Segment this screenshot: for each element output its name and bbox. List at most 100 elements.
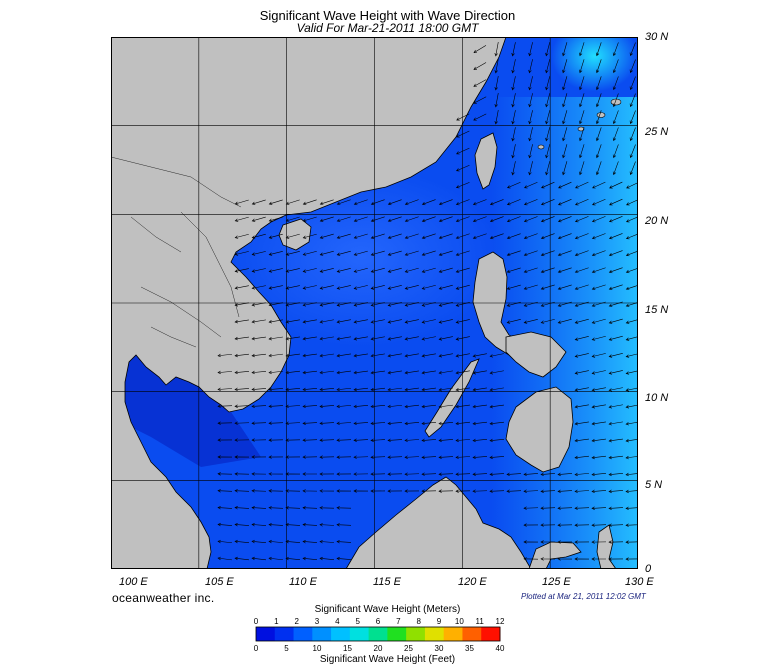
wave-arrow [234,438,250,442]
land-mainland-asia [111,37,507,569]
wave-arrow [336,319,351,324]
wave-arrow [370,387,385,392]
wave-arrow [302,268,317,273]
wave-arrow [217,489,233,493]
wave-arrow [268,268,283,273]
wave-arrow [562,161,568,176]
wave-arrow [268,522,284,527]
wave-arrow [608,318,623,324]
wave-arrow [608,335,623,341]
wave-arrow [421,250,436,256]
ocean-gulf-thailand-dark [111,337,261,467]
wave-arrow [528,127,533,142]
wave-arrow [438,489,454,493]
legend-meter-tick: 3 [315,617,320,626]
wave-arrow [608,387,623,392]
wave-arrow [612,127,619,142]
wave-arrow [319,387,334,392]
wave-arrow [387,421,402,426]
wave-arrow [251,489,267,493]
wave-arrow [472,387,487,392]
wave-arrow [523,489,539,493]
wave-arrow [370,370,385,375]
wave-arrow [473,113,487,121]
wave-arrow [540,216,555,223]
wave-arrow [595,76,602,91]
wave-arrow [545,42,551,57]
wave-arrow [319,268,334,273]
wave-arrow [506,181,521,189]
wave-arrow [608,455,623,460]
legend-feet-tick: 0 [254,644,259,653]
wave-arrow [608,404,623,409]
wave-arrow [336,216,351,222]
wave-arrow [540,267,555,274]
wave-arrow [234,199,249,205]
wave-arrow [302,455,318,459]
wave-arrow [268,438,284,442]
land-palawan [424,358,480,438]
wave-arrow [319,404,335,409]
lat-label-25n: 25 N [645,126,669,138]
wave-arrow [609,181,623,189]
wave-arrow [336,506,352,510]
wave-arrow [612,59,619,74]
wave-arrow [540,523,556,527]
wave-arrow [455,387,470,392]
wave-arrow [319,556,334,561]
wave-arrow [574,404,589,409]
wave-arrow [591,318,606,324]
wave-arrow [217,472,233,476]
wave-arrow [302,472,318,476]
wave-arrow [629,144,636,159]
wave-arrow [455,404,470,409]
wave-arrow [574,489,590,494]
wave-arrow [455,216,470,223]
wave-arrow [336,285,351,290]
wave-arrow [629,93,636,108]
wave-arrow [336,370,351,375]
wave-arrow [387,370,402,375]
wave-arrow [353,455,369,459]
wave-arrow [251,251,266,256]
wave-arrow [251,199,266,205]
wave-arrow [595,93,602,108]
wave-arrow [336,421,352,426]
wave-arrow [523,472,539,477]
legend-meter-tick: 12 [496,617,505,626]
wave-arrow [506,489,522,493]
wave-arrow [489,216,504,223]
wave-arrow [528,59,533,74]
wave-arrow [438,336,453,341]
wave-arrow [608,421,623,426]
wave-arrow [540,318,555,324]
wave-arrow [421,216,436,223]
wave-arrow [285,216,300,222]
wave-arrow [285,523,301,527]
lon-label-120e: 120 E [458,576,487,588]
wave-arrow [472,455,488,460]
wave-arrow [438,387,453,392]
wave-arrow [370,489,386,493]
wave-arrow [285,506,301,510]
wave-arrow [574,438,589,443]
wave-arrow [251,506,267,510]
wave-arrow [302,250,317,256]
legend-meter-tick: 11 [476,617,485,626]
wave-arrow [217,455,233,459]
wave-arrow [353,319,368,324]
wave-arrow [523,523,539,527]
wave-arrow [541,181,555,189]
wave-arrow [302,489,318,493]
wave-arrow [336,540,352,544]
wave-arrow [319,489,335,493]
wave-arrow [511,127,516,142]
wave-arrow [387,472,403,476]
brand-logo-text: oceanweather inc. [112,591,215,605]
legend-feet-ticks: 0 5 10 15 20 25 30 35 40 [254,644,505,653]
legend-meter-tick: 8 [416,617,421,626]
wave-arrow [455,489,471,493]
wave-arrow [251,233,266,239]
wave-arrow [421,370,436,375]
wave-arrow [472,404,487,409]
